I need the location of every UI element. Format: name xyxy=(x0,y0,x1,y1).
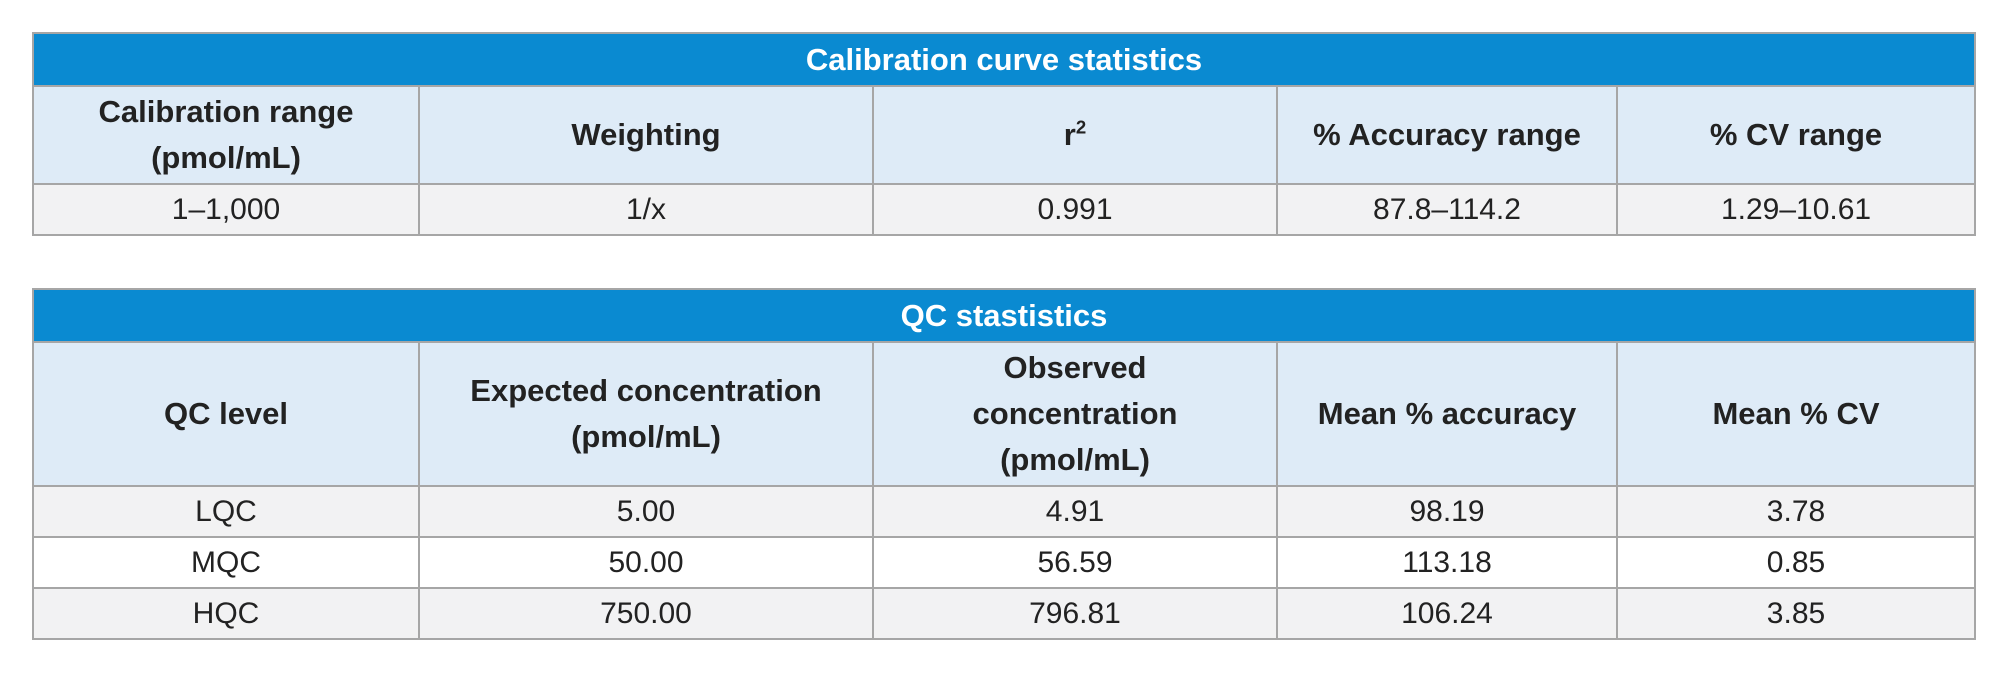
header-r-squared-base: r xyxy=(1063,117,1076,152)
header-weighting: Weighting xyxy=(418,85,874,185)
cell-accuracy-range: 87.8–114.2 xyxy=(1276,183,1618,236)
cell-mean-cv: 3.85 xyxy=(1616,587,1976,640)
header-mean-cv: Mean % CV xyxy=(1616,341,1976,487)
table-row: HQC 750.00 796.81 106.24 3.85 xyxy=(32,587,1976,640)
cell-calibration-range: 1–1,000 xyxy=(32,183,420,236)
cell-qc-level: LQC xyxy=(32,485,420,538)
header-r-squared-exponent: 2 xyxy=(1075,116,1087,138)
header-calibration-range: Calibration range (pmol/mL) xyxy=(32,85,420,185)
cell-expected: 750.00 xyxy=(418,587,874,640)
qc-table-title: QC stastistics xyxy=(32,288,1976,343)
cell-cv-range: 1.29–10.61 xyxy=(1615,183,1977,236)
calibration-statistics-table: Calibration curve statistics Calibration… xyxy=(31,32,1977,236)
header-calibration-range-line1: Calibration range xyxy=(98,94,354,129)
header-calibration-range-line2: (pmol/mL) xyxy=(151,140,301,175)
header-cv-range: % CV range xyxy=(1615,85,1977,185)
cell-qc-level: HQC xyxy=(32,587,420,640)
header-expected-concentration: Expected concentration (pmol/mL) xyxy=(418,341,874,487)
cell-observed: 796.81 xyxy=(872,587,1278,640)
header-expected-line1: Expected concentration xyxy=(470,373,822,408)
cell-mean-cv: 3.78 xyxy=(1616,485,1976,538)
header-qc-level: QC level xyxy=(32,341,420,487)
header-observed-line3: (pmol/mL) xyxy=(1000,442,1150,477)
table-row: MQC 50.00 56.59 113.18 0.85 xyxy=(32,536,1976,589)
qc-statistics-table: QC stastistics QC level Expected concent… xyxy=(32,288,1976,640)
cell-observed: 4.91 xyxy=(872,485,1278,538)
header-mean-accuracy: Mean % accuracy xyxy=(1276,341,1618,487)
header-observed-line1: Observed xyxy=(1003,350,1147,385)
cell-expected: 50.00 xyxy=(418,536,874,589)
cell-expected: 5.00 xyxy=(418,485,874,538)
cell-observed: 56.59 xyxy=(872,536,1278,589)
cell-mean-accuracy: 106.24 xyxy=(1276,587,1618,640)
calibration-table-title: Calibration curve statistics xyxy=(31,32,1977,87)
cell-mean-cv: 0.85 xyxy=(1616,536,1976,589)
header-observed-line2: concentration xyxy=(972,396,1178,431)
cell-r-squared: 0.991 xyxy=(872,183,1278,236)
cell-weighting: 1/x xyxy=(418,183,874,236)
header-r-squared: r2 xyxy=(872,85,1278,185)
header-expected-line2: (pmol/mL) xyxy=(571,419,721,454)
cell-mean-accuracy: 113.18 xyxy=(1276,536,1618,589)
header-accuracy-range: % Accuracy range xyxy=(1276,85,1618,185)
table-row: 1–1,000 1/x 0.991 87.8–114.2 1.29–10.61 xyxy=(32,183,1977,236)
cell-qc-level: MQC xyxy=(32,536,420,589)
header-observed-concentration: Observed concentration (pmol/mL) xyxy=(872,341,1278,487)
table-row: LQC 5.00 4.91 98.19 3.78 xyxy=(32,485,1976,538)
cell-mean-accuracy: 98.19 xyxy=(1276,485,1618,538)
